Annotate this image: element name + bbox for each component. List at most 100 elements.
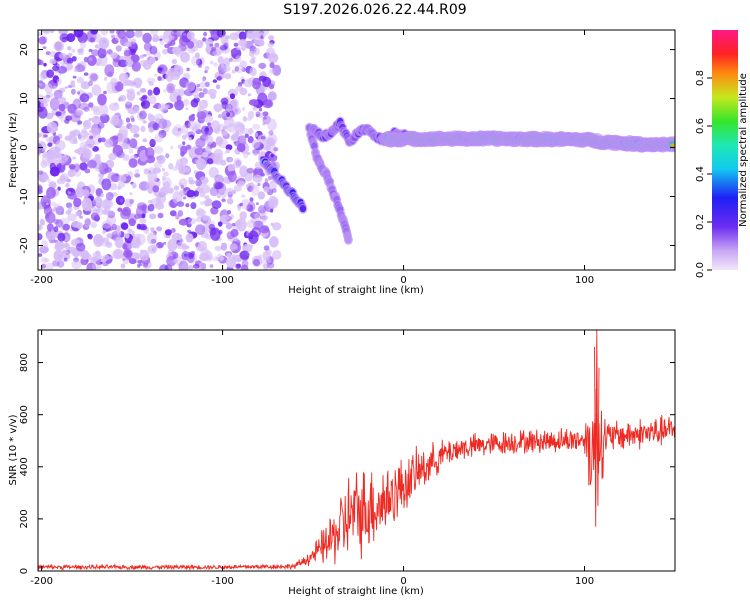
noise-speckle xyxy=(118,95,127,102)
noise-speckle xyxy=(213,103,223,112)
noise-speckle xyxy=(259,225,270,234)
noise-speckle xyxy=(186,67,190,72)
snr-x-label: Height of straight line (km) xyxy=(288,586,424,597)
noise-speckle xyxy=(149,45,158,55)
noise-speckle xyxy=(156,226,163,232)
noise-speckle xyxy=(231,69,236,74)
noise-speckle xyxy=(72,136,77,143)
noise-speckle xyxy=(204,195,210,200)
noise-speckle xyxy=(272,222,282,231)
noise-speckle xyxy=(186,189,195,198)
noise-speckle xyxy=(76,77,84,84)
noise-speckle xyxy=(148,127,154,133)
noise-speckle xyxy=(249,197,254,202)
noise-speckle xyxy=(38,202,42,209)
noise-speckle xyxy=(188,136,192,141)
noise-speckle xyxy=(129,138,138,149)
noise-speckle xyxy=(185,144,192,150)
noise-speckle xyxy=(71,259,82,270)
noise-speckle xyxy=(202,37,207,42)
noise-speckle xyxy=(235,263,241,269)
noise-speckle xyxy=(110,173,121,183)
noise-speckle xyxy=(239,87,248,96)
noise-speckle xyxy=(149,138,156,148)
noise-speckle xyxy=(57,66,67,74)
noise-speckle xyxy=(62,249,67,255)
noise-speckle xyxy=(271,188,277,194)
noise-speckle xyxy=(185,233,194,243)
noise-speckle xyxy=(181,125,189,134)
noise-speckle xyxy=(159,264,169,270)
noise-speckle xyxy=(129,192,133,196)
noise-speckle xyxy=(59,33,70,43)
y-tick-label: 0 xyxy=(19,144,30,150)
noise-speckle xyxy=(202,88,208,95)
y-tick-label: 10 xyxy=(19,92,30,105)
noise-speckle xyxy=(170,228,176,233)
noise-speckle xyxy=(118,59,128,68)
noise-speckle xyxy=(55,219,64,228)
noise-speckle xyxy=(128,258,137,265)
noise-speckle xyxy=(108,152,117,161)
noise-speckle xyxy=(236,258,241,263)
noise-speckle xyxy=(209,43,214,47)
noise-speckle xyxy=(172,166,178,171)
noise-speckle xyxy=(38,185,43,193)
x-tick-label: 100 xyxy=(575,275,594,286)
noise-speckle xyxy=(249,59,256,64)
noise-speckle xyxy=(263,186,270,193)
noise-speckle xyxy=(226,123,236,133)
noise-speckle xyxy=(258,205,267,214)
noise-speckle xyxy=(41,263,47,269)
colorbar-tick-label: 0.4 xyxy=(695,166,706,182)
noise-speckle xyxy=(53,41,65,52)
noise-speckle xyxy=(38,106,48,119)
noise-speckle xyxy=(263,116,267,120)
noise-speckle xyxy=(81,148,92,159)
noise-speckle xyxy=(152,34,159,42)
noise-speckle xyxy=(62,223,70,231)
noise-speckle xyxy=(226,197,234,205)
noise-speckle xyxy=(252,40,258,48)
noise-speckle xyxy=(207,158,214,165)
noise-speckle xyxy=(225,222,233,230)
x-tick-label: -100 xyxy=(211,576,234,587)
noise-speckle xyxy=(58,52,67,59)
noise-speckle xyxy=(124,232,130,239)
colorbar-gradient xyxy=(712,30,738,270)
noise-speckle xyxy=(268,130,274,136)
noise-speckle xyxy=(51,112,56,116)
noise-speckle xyxy=(195,179,202,187)
noise-speckle xyxy=(268,180,277,191)
noise-speckle xyxy=(242,116,248,122)
y-tick-label: -20 xyxy=(19,237,30,253)
noise-speckle xyxy=(93,208,98,213)
noise-speckles xyxy=(38,30,282,270)
noise-speckle xyxy=(209,30,218,35)
noise-speckle xyxy=(66,63,74,71)
noise-speckle xyxy=(242,245,249,252)
noise-speckle xyxy=(175,241,185,250)
noise-speckle xyxy=(247,136,254,144)
noise-speckle xyxy=(223,215,230,221)
noise-speckle xyxy=(204,81,210,88)
noise-speckle xyxy=(67,191,71,194)
noise-speckle xyxy=(214,245,222,252)
noise-speckle xyxy=(272,64,282,76)
noise-speckle xyxy=(38,170,44,175)
noise-speckle xyxy=(140,101,146,107)
noise-speckle xyxy=(134,82,141,89)
noise-speckle xyxy=(200,184,211,194)
noise-speckle xyxy=(88,118,93,121)
noise-speckle xyxy=(196,111,207,120)
noise-speckle xyxy=(229,243,238,252)
noise-speckle xyxy=(182,98,190,107)
noise-speckle xyxy=(163,241,167,245)
noise-speckle xyxy=(87,233,92,238)
y-tick-label: 0 xyxy=(19,568,30,574)
noise-speckle xyxy=(262,122,266,126)
noise-speckle xyxy=(247,110,255,120)
noise-speckle xyxy=(101,220,113,229)
noise-speckle xyxy=(262,111,269,117)
noise-speckle xyxy=(111,223,117,231)
